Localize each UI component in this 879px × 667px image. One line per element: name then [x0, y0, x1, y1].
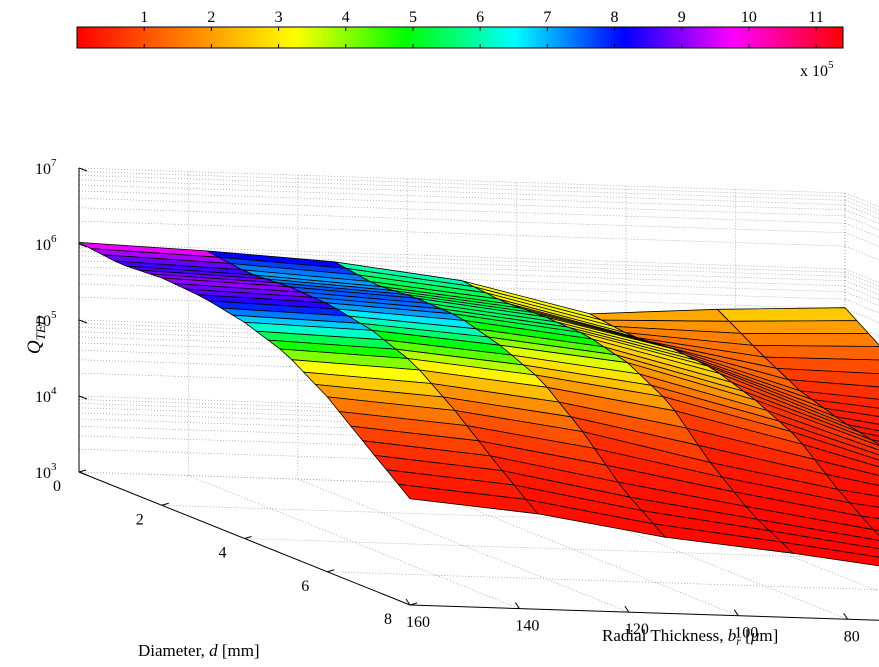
surface-patch [728, 320, 870, 334]
colorbar: 1 2 3 4 5 6 7 8 9 10 11 x 105 [76, 9, 844, 80]
x-tick-label: 4 [219, 545, 227, 562]
colorbar-tick-label: 5 [409, 9, 417, 26]
surface-patch [740, 332, 879, 347]
z-tick-label: 107 [35, 157, 57, 178]
z-axis-title: QTED [24, 315, 48, 354]
y-tick-label: 80 [844, 628, 860, 645]
x-tick-label: 0 [53, 478, 61, 495]
y-tick-label: 140 [515, 618, 539, 635]
colorbar-tick-label: 11 [808, 9, 823, 26]
y-tick-label: 120 [625, 621, 649, 638]
x-tick-label: 6 [301, 578, 309, 595]
y-axis-line [409, 604, 879, 621]
z-tick-label: 106 [35, 233, 57, 254]
y-tick-label: 100 [734, 625, 758, 642]
surface-patch [588, 308, 731, 322]
z-tick-label: 103 [35, 461, 57, 482]
colorbar-tick-label: 3 [275, 9, 283, 26]
axes: 1031041051061070246820406080100120140160 [35, 157, 879, 645]
colorbar-gradient [76, 26, 844, 49]
x-axis-title: Diameter, d [mm] [138, 641, 260, 660]
x-tick-label: 2 [136, 511, 144, 528]
surface-mesh [78, 242, 879, 567]
surface-patch [716, 307, 858, 322]
z-tick-label: 104 [35, 385, 57, 406]
colorbar-tick-label: 1 [140, 9, 148, 26]
colorbar-tick-label: 9 [678, 9, 686, 26]
colorbar-tick-label: 2 [207, 9, 215, 26]
y-axis-title: Radial Thickness, br [μm] [602, 626, 778, 648]
colorbar-tick-label: 7 [543, 9, 551, 26]
colorbar-tick-label: 4 [342, 9, 350, 26]
x-tick-label: 8 [384, 611, 392, 628]
colorbar-tick-label: 8 [611, 9, 619, 26]
z-tick-label: 105 [35, 309, 57, 330]
surface-patch [397, 483, 539, 515]
colorbar-multiplier: x 105 [800, 59, 834, 80]
colorbar-tick-label: 10 [741, 9, 757, 26]
colorbar-tick-label: 6 [476, 9, 484, 26]
y-tick-label: 160 [406, 614, 430, 631]
